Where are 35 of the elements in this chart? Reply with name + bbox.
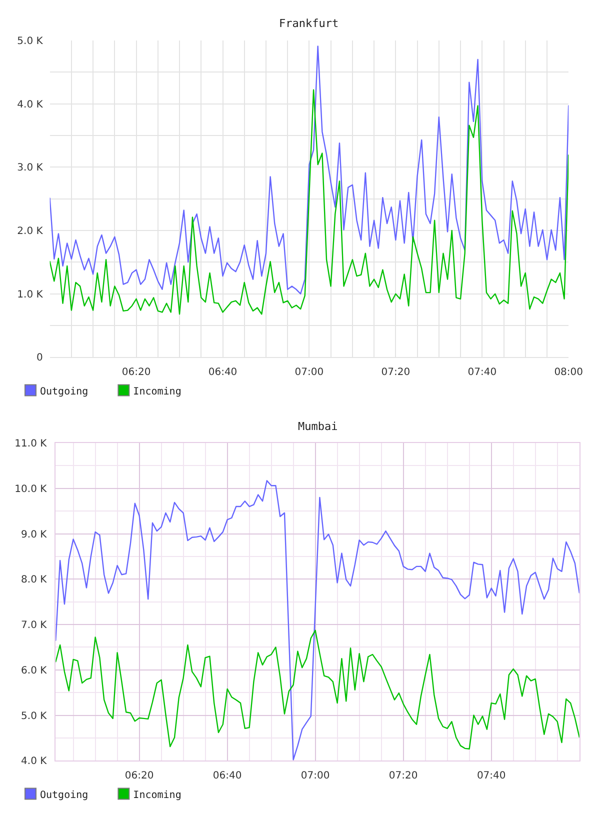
y-tick-label: 0 bbox=[36, 352, 43, 364]
y-tick-label: 3.0 K bbox=[17, 162, 44, 174]
x-tick-label: 06:20 bbox=[122, 367, 151, 378]
chart-title: Frankfurt bbox=[279, 17, 339, 30]
line-series bbox=[50, 46, 569, 294]
line-series bbox=[50, 89, 569, 315]
y-tick-label: 5.0 K bbox=[17, 36, 44, 47]
x-tick-label: 07:20 bbox=[388, 770, 418, 782]
x-tick-label: 07:40 bbox=[468, 367, 497, 378]
x-tick-label: 07:00 bbox=[300, 770, 330, 782]
x-tick-label: 07:40 bbox=[476, 770, 506, 782]
legend-label: Incoming bbox=[133, 790, 182, 802]
y-tick-label: 2.0 K bbox=[17, 226, 44, 237]
x-tick-label: 06:40 bbox=[212, 770, 242, 782]
x-tick-label: 07:00 bbox=[294, 367, 324, 378]
y-tick-label: 10.0 K bbox=[14, 484, 48, 495]
y-tick-label: 11.0 K bbox=[14, 438, 48, 450]
y-tick-label: 7.0 K bbox=[21, 620, 48, 632]
y-tick-label: 4.0 K bbox=[21, 756, 48, 768]
line-series bbox=[56, 480, 580, 760]
y-tick-label: 1.0 K bbox=[17, 289, 44, 300]
line-series bbox=[56, 630, 580, 750]
x-tick-label: 08:00 bbox=[554, 367, 584, 378]
y-tick-label: 8.0 K bbox=[21, 574, 48, 586]
x-tick-label: 07:20 bbox=[381, 367, 410, 378]
legend-label: Outgoing bbox=[40, 790, 88, 802]
chart-title: Mumbai bbox=[298, 420, 338, 433]
y-tick-label: 9.0 K bbox=[21, 529, 48, 540]
x-tick-label: 06:40 bbox=[208, 367, 238, 378]
legend-label: Incoming bbox=[133, 386, 182, 398]
y-tick-label: 4.0 K bbox=[17, 99, 44, 110]
y-tick-label: 6.0 K bbox=[21, 665, 48, 676]
y-tick-label: 5.0 K bbox=[21, 710, 48, 722]
legend-label: Outgoing bbox=[40, 386, 88, 398]
x-tick-label: 06:20 bbox=[124, 770, 154, 782]
